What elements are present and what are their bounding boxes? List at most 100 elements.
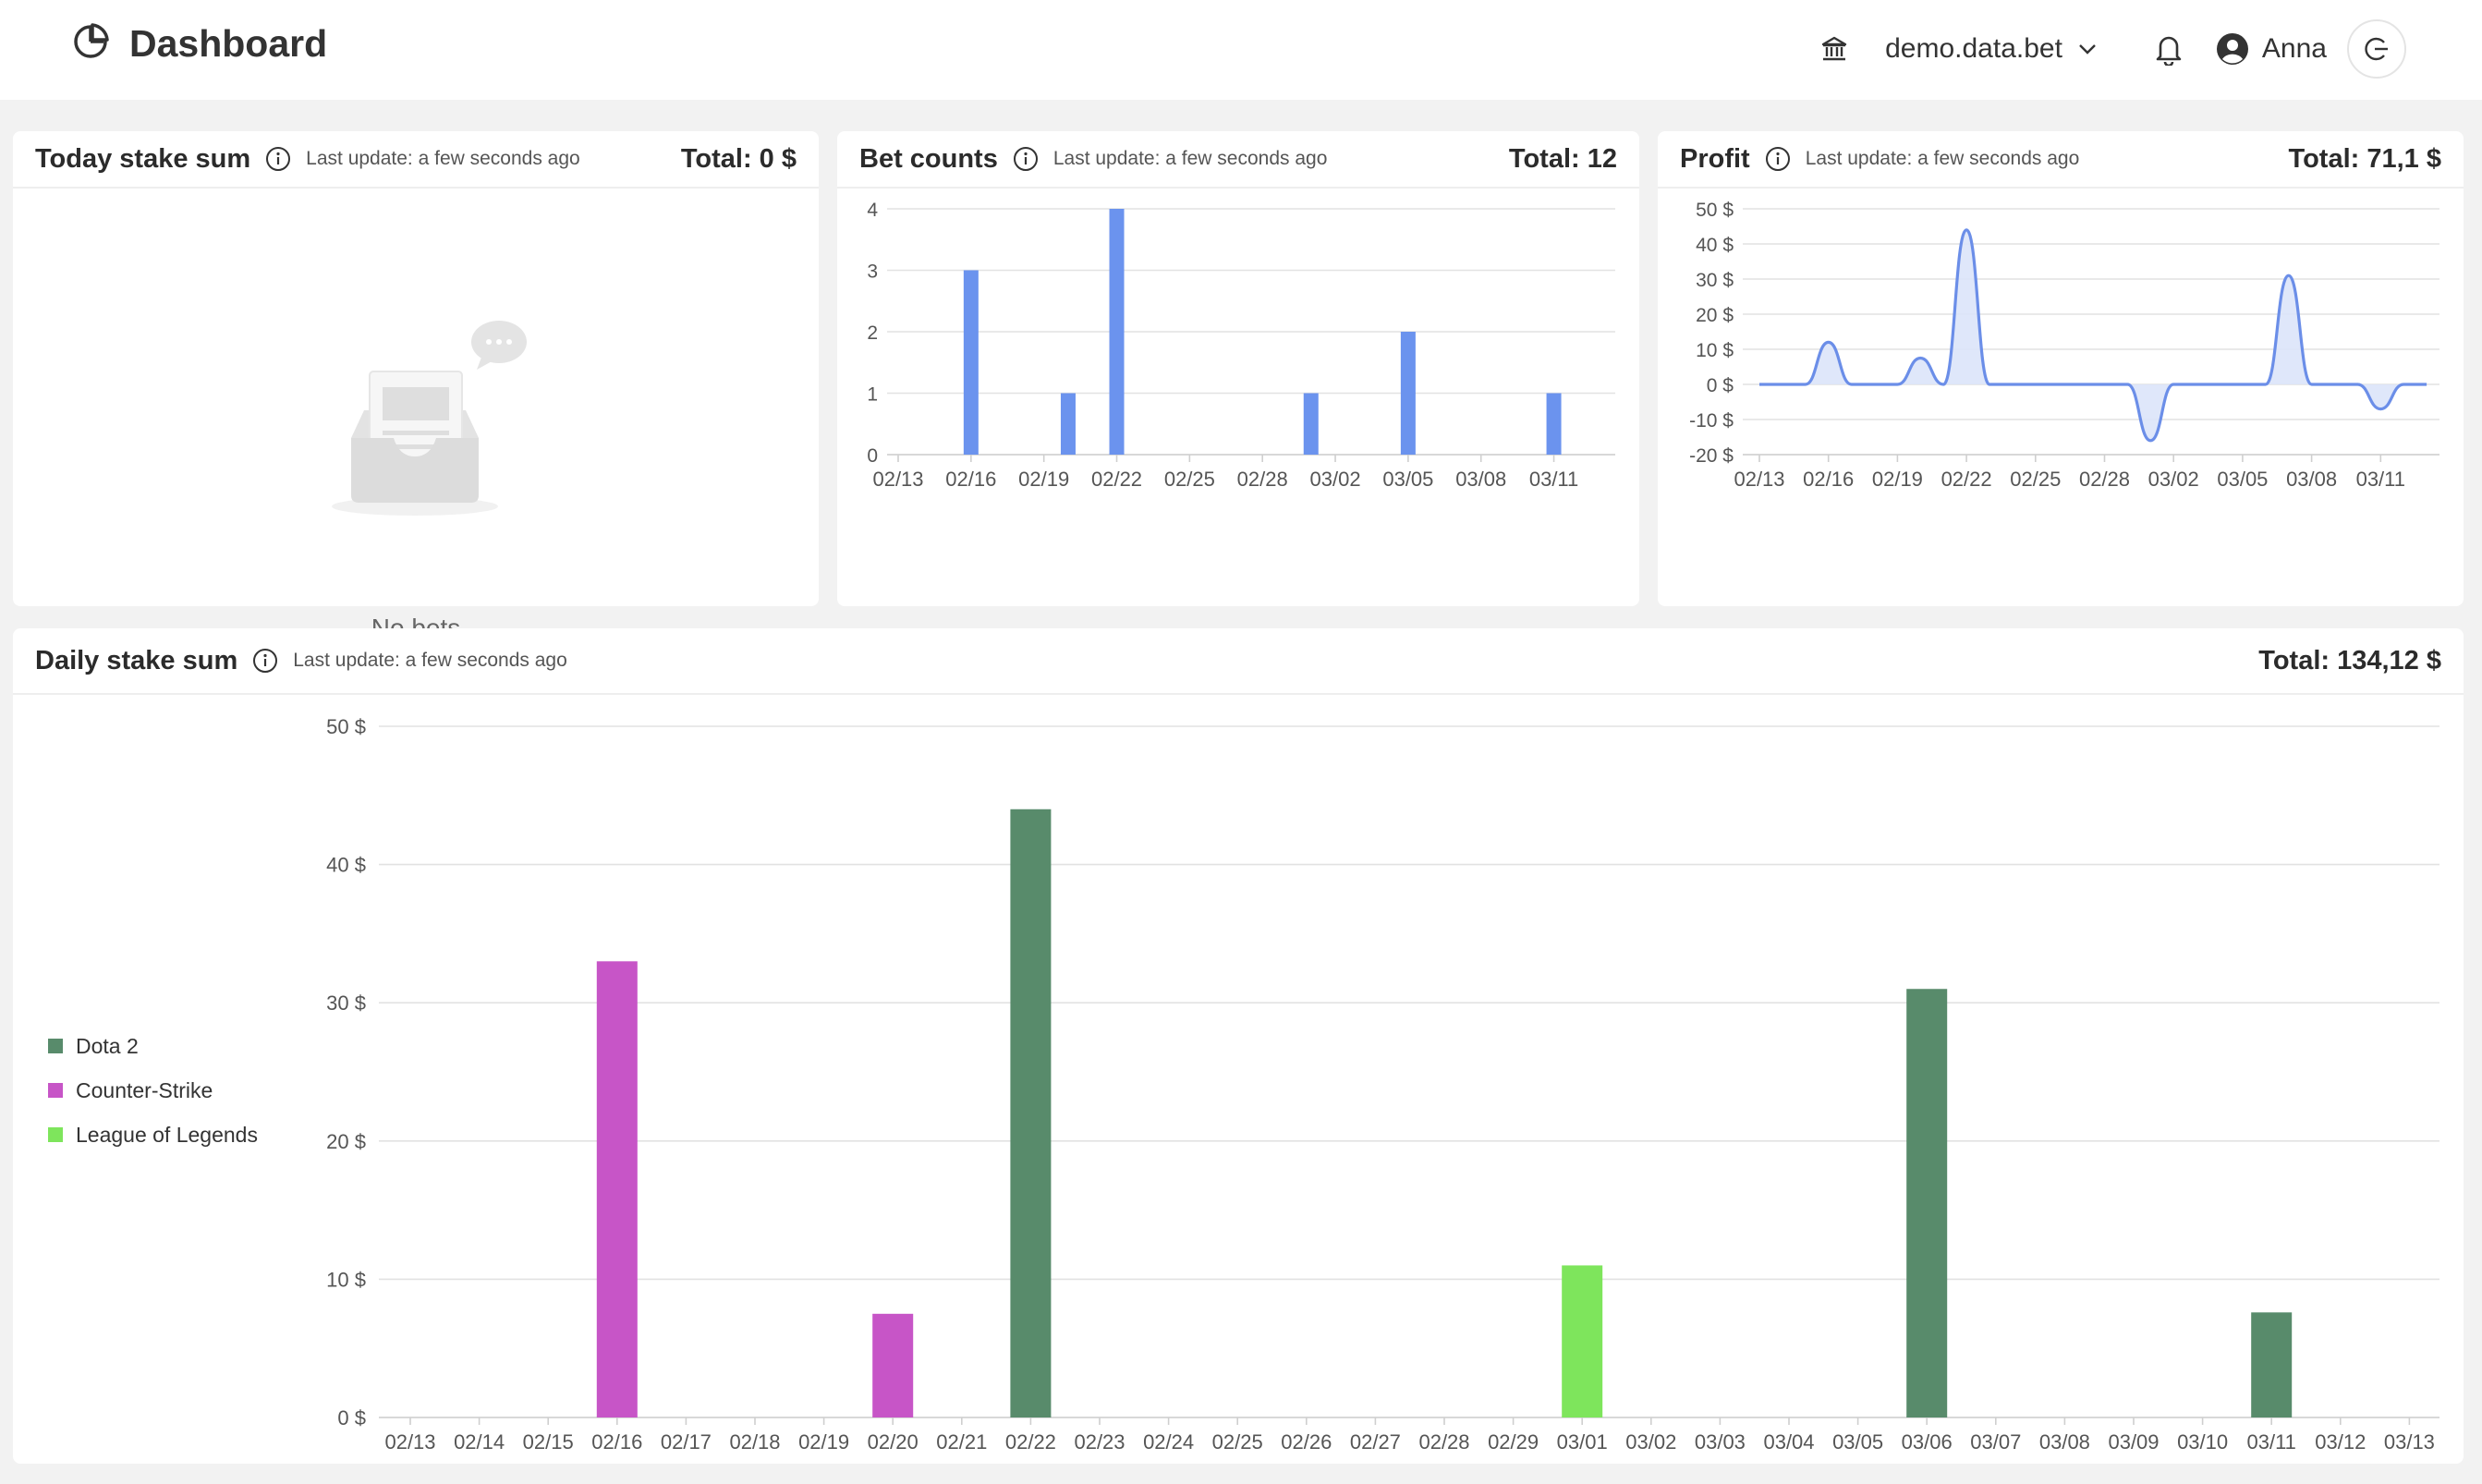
bet-counts-card: Bet counts Last update: a few seconds ag… (837, 131, 1639, 606)
x-tick-label: 02/28 (2079, 468, 2130, 491)
x-tick-label: 03/09 (2108, 1430, 2159, 1454)
y-tick-label: 30 $ (1696, 270, 1734, 291)
card-total: Total: 12 (1508, 143, 1617, 174)
bar (1060, 393, 1076, 455)
x-tick-label: 03/11 (2356, 468, 2405, 491)
y-tick-label: -20 $ (1689, 445, 1734, 467)
x-tick-label: 03/05 (1382, 468, 1433, 491)
card-total: Total: 71,1 $ (2288, 143, 2441, 174)
x-tick-label: 03/12 (2315, 1430, 2366, 1454)
bar (1010, 809, 1052, 1417)
legend-swatch (48, 1127, 63, 1142)
x-tick-label: 02/21 (936, 1430, 987, 1454)
x-tick-label: 02/17 (661, 1430, 712, 1454)
x-tick-label: 03/07 (1970, 1430, 2021, 1454)
bar (1109, 209, 1125, 455)
x-tick-label: 02/24 (1143, 1430, 1194, 1454)
user-avatar-icon (2216, 32, 2249, 66)
y-tick-label: 4 (867, 200, 878, 221)
profit-card: Profit Last update: a few seconds ago To… (1658, 131, 2464, 606)
bar (1546, 393, 1562, 455)
bell-icon[interactable] (2153, 32, 2184, 66)
legend-item[interactable]: Dota 2 (48, 1024, 258, 1068)
card-header: Today stake sum Last update: a few secon… (13, 131, 819, 189)
x-tick-label: 02/15 (523, 1430, 574, 1454)
bank-icon[interactable] (1820, 35, 1848, 63)
legend-item[interactable]: Counter-Strike (48, 1068, 258, 1113)
legend-swatch (48, 1039, 63, 1053)
x-tick-label: 02/16 (591, 1430, 642, 1454)
last-update: Last update: a few seconds ago (293, 650, 567, 671)
bar (1906, 989, 1948, 1417)
card-header: Profit Last update: a few seconds ago To… (1658, 131, 2464, 189)
x-tick-label: 03/04 (1763, 1430, 1814, 1454)
x-tick-label: 03/08 (2039, 1430, 2090, 1454)
daily-stake-card: Daily stake sum Last update: a few secon… (13, 628, 2464, 1464)
page-title: Dashboard (129, 22, 328, 65)
x-tick-label: 02/28 (1418, 1430, 1469, 1454)
domain-label: demo.data.bet (1885, 33, 2062, 64)
x-tick-label: 02/22 (1091, 468, 1142, 491)
x-tick-label: 02/18 (729, 1430, 780, 1454)
x-tick-label: 03/10 (2177, 1430, 2228, 1454)
today-stake-card: Today stake sum Last update: a few secon… (13, 131, 819, 642)
info-icon[interactable] (252, 648, 278, 674)
x-tick-label: 02/29 (1488, 1430, 1539, 1454)
x-tick-label: 03/02 (1310, 468, 1361, 491)
profit-area (1759, 229, 2427, 441)
x-tick-label: 02/22 (1005, 1430, 1056, 1454)
legend-label: Counter-Strike (76, 1077, 213, 1102)
y-tick-label: 10 $ (1696, 340, 1734, 361)
info-icon[interactable] (265, 146, 291, 172)
info-icon[interactable] (1765, 146, 1791, 172)
x-tick-label: 02/25 (1164, 468, 1215, 491)
x-tick-label: 02/19 (1872, 468, 1923, 491)
x-tick-label: 03/01 (1557, 1430, 1608, 1454)
domain-selector[interactable]: demo.data.bet (1848, 33, 2098, 65)
daily-stake-legend: Dota 2 Counter-Strike League of Legends (48, 1024, 258, 1157)
brand: Dashboard (72, 22, 327, 66)
logout-button[interactable] (2347, 19, 2406, 79)
x-tick-label: 03/08 (1455, 468, 1506, 491)
bar (872, 1313, 914, 1417)
x-tick-label: 03/03 (1695, 1430, 1746, 1454)
y-tick-label: 40 $ (1696, 235, 1734, 256)
y-tick-label: 20 $ (326, 1130, 366, 1153)
x-tick-label: 02/16 (945, 468, 996, 491)
x-tick-label: 03/08 (2286, 468, 2337, 491)
legend-item[interactable]: League of Legends (48, 1113, 258, 1157)
profit-chart: 50 $ 40 $ 30 $ 20 $ 10 $ 0 $ -10 $ -20 $02/13 02… (1689, 200, 2439, 491)
x-tick-label: 03/02 (2148, 468, 2199, 491)
y-tick-label: 50 $ (1696, 200, 1734, 221)
x-tick-label: 03/02 (1625, 1430, 1676, 1454)
x-tick-label: 02/28 (1237, 468, 1288, 491)
bet-counts-chart: 0 1 2 3 4 02/13 02/16 02/19 02/22 02/25 02/28 03/02… (867, 200, 1615, 491)
x-tick-label: 03/06 (1902, 1430, 1953, 1454)
x-tick-label: 02/25 (1212, 1430, 1263, 1454)
x-tick-label: 02/25 (2010, 468, 2061, 491)
logout-icon (2362, 34, 2391, 64)
top-header: Dashboard demo.data.bet (0, 0, 2482, 100)
info-icon[interactable] (1013, 146, 1039, 172)
empty-inbox-icon (332, 321, 527, 516)
y-tick-label: -10 $ (1689, 410, 1734, 432)
x-tick-label: 02/26 (1281, 1430, 1332, 1454)
profit-line (1759, 228, 2427, 443)
user-menu[interactable]: Anna (2216, 32, 2327, 66)
bar (1303, 393, 1319, 455)
x-tick-label: 03/11 (1529, 468, 1578, 491)
bar (1400, 332, 1416, 455)
x-tick-label: 02/19 (1018, 468, 1069, 491)
y-tick-label: 2 (867, 322, 878, 344)
legend-label: League of Legends (76, 1122, 258, 1147)
card-title: Bet counts (859, 143, 998, 174)
card-header: Daily stake sum Last update: a few secon… (13, 628, 2464, 695)
x-tick-label: 02/23 (1074, 1430, 1125, 1454)
empty-state: No bets (13, 189, 819, 642)
x-tick-label: 03/05 (1832, 1430, 1883, 1454)
x-tick-label: 03/11 (2246, 1430, 2295, 1454)
y-tick-label: 50 $ (326, 715, 366, 738)
bar (1562, 1265, 1603, 1417)
last-update: Last update: a few seconds ago (1052, 148, 1328, 169)
card-title: Profit (1680, 143, 1750, 174)
